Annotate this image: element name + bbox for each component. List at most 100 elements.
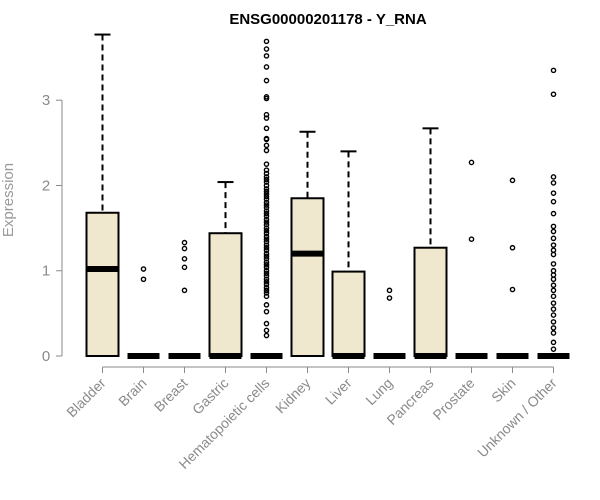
outlier-point: [263, 95, 270, 102]
outlier-point: [181, 245, 188, 252]
outlier-point: [263, 196, 270, 202]
y-tick-label: 2: [42, 177, 50, 194]
outlier-point: [550, 330, 557, 336]
outlier-point: [263, 293, 270, 300]
outlier-point: [550, 198, 557, 205]
box-body: [331, 270, 366, 358]
outlier-point: [550, 91, 557, 98]
outlier-point: [181, 255, 188, 262]
outlier-point: [263, 174, 270, 180]
y-axis-label: Expression: [0, 163, 17, 237]
outlier-point: [550, 293, 557, 300]
outlier-point: [263, 264, 270, 271]
outlier-point: [263, 273, 270, 279]
outlier-point: [263, 219, 270, 225]
box-body: [85, 211, 120, 357]
outlier-point: [263, 161, 270, 167]
chart-title: ENSG00000201178 - Y_RNA: [229, 11, 427, 28]
x-tick-label: Prostate: [429, 375, 477, 423]
box-brain: [127, 266, 160, 359]
outlier-point: [263, 250, 270, 257]
outlier-point: [263, 230, 270, 237]
outlier-point: [263, 77, 270, 84]
box-unknown-other: [537, 67, 570, 359]
box-pancreas: [413, 127, 448, 359]
x-tick-label: Lung: [362, 375, 395, 408]
outlier-point: [263, 193, 270, 200]
outlier-point: [263, 276, 270, 283]
outlier-point: [550, 242, 557, 248]
box-body: [290, 197, 325, 357]
y-tick-label: 0: [42, 348, 50, 365]
outlier-point: [263, 227, 270, 234]
y-tick-label: 1: [42, 263, 50, 280]
outlier-point: [550, 174, 557, 180]
outlier-point: [263, 210, 270, 217]
outlier-point: [263, 225, 270, 231]
outlier-point: [263, 191, 270, 197]
outlier-point: [263, 247, 270, 254]
box-bladder: [85, 33, 120, 357]
outlier-point: [263, 238, 270, 245]
outlier-point: [263, 111, 270, 118]
outlier-point: [263, 279, 270, 285]
outlier-point: [509, 244, 516, 251]
outlier-point: [263, 64, 270, 70]
outlier-point: [263, 327, 270, 334]
outlier-point: [550, 325, 557, 331]
box-skin: [496, 177, 529, 359]
outlier-point: [550, 261, 557, 267]
outlier-point: [263, 320, 270, 327]
outlier-point: [550, 190, 557, 196]
outlier-point: [263, 253, 270, 260]
outlier-point: [550, 346, 557, 352]
outlier-point: [550, 300, 557, 306]
outlier-point: [263, 53, 270, 59]
outlier-point: [263, 213, 270, 219]
outlier-point: [263, 290, 270, 296]
outlier-point: [263, 170, 270, 177]
outlier-point: [263, 46, 270, 52]
outlier-point: [550, 312, 557, 318]
outlier-point: [263, 188, 270, 195]
outlier-point: [550, 276, 557, 283]
outlier-point: [140, 266, 147, 272]
outlier-point: [550, 235, 557, 242]
box-prostate: [455, 159, 488, 359]
outlier-point: [263, 244, 270, 251]
outlier-point: [386, 295, 393, 301]
outlier-point: [550, 251, 557, 258]
outlier-point: [550, 306, 557, 312]
outlier-point: [550, 210, 557, 217]
outlier-point: [509, 177, 516, 184]
x-tick-label: Skin: [488, 375, 519, 406]
outlier-point: [263, 115, 270, 121]
outlier-point: [263, 270, 270, 277]
outlier-point: [263, 208, 270, 214]
outlier-point: [263, 221, 270, 228]
x-tick-label: Breast: [151, 375, 191, 415]
outlier-point: [263, 233, 270, 240]
outlier-point: [550, 228, 557, 235]
outlier-point: [263, 38, 270, 45]
outlier-point: [550, 319, 557, 325]
outlier-point: [181, 239, 188, 246]
outlier-point: [263, 216, 270, 223]
outlier-point: [468, 159, 475, 166]
box-lung: [373, 287, 406, 359]
outlier-point: [550, 282, 557, 289]
outlier-point: [263, 287, 270, 294]
boxes: [85, 33, 570, 359]
outlier-point: [263, 147, 270, 154]
outlier-point: [263, 255, 270, 262]
y-axis: 0 1 2 3: [42, 92, 63, 365]
outlier-point: [263, 199, 270, 206]
box-body: [413, 246, 448, 357]
outlier-point: [263, 202, 270, 208]
outlier-point: [263, 176, 270, 183]
outlier-point: [263, 332, 270, 339]
outlier-point: [263, 236, 270, 242]
